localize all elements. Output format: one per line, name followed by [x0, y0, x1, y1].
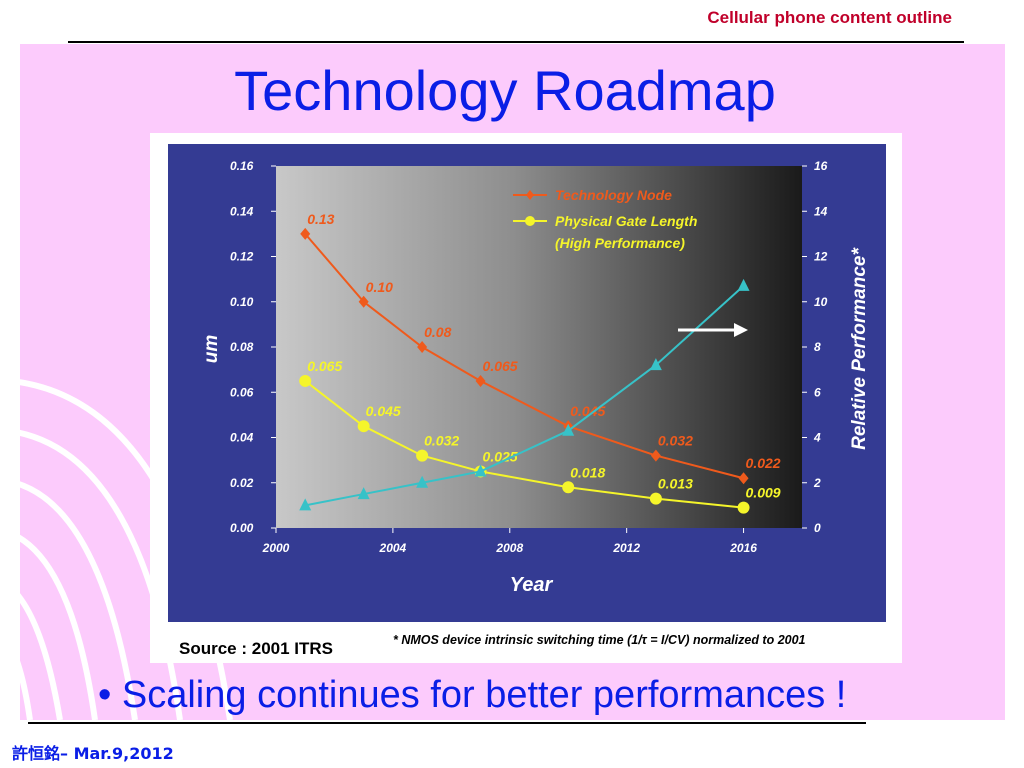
y2-tick-label: 10 — [814, 295, 828, 309]
data-point-diamond — [650, 449, 661, 462]
bullet-text: Scaling continues for better performance… — [121, 674, 847, 716]
x-axis-title: Year — [510, 574, 554, 596]
data-label: 0.013 — [658, 476, 693, 492]
data-label: 0.045 — [570, 403, 605, 419]
data-label: 0.13 — [307, 211, 334, 227]
data-point-triangle — [737, 278, 750, 291]
data-point-triangle — [299, 498, 312, 511]
roadmap-chart: 0.00 0.02 0.04 0.06 0.08 0.10 0.12 0.14 0.16 0 2 4 6… — [168, 144, 886, 622]
y2-axis-title: Relative Performance* — [849, 247, 870, 450]
data-label: 0.065 — [307, 358, 342, 374]
data-label: 0.022 — [746, 455, 781, 471]
y2-tick-label: 6 — [814, 385, 821, 399]
data-point-circle — [357, 420, 370, 433]
data-label: 0.045 — [366, 403, 401, 419]
legend-marker — [525, 216, 535, 226]
y-tick-label: 0.00 — [230, 521, 254, 535]
footer-text: 許恒銘– Mar.9,2012 — [12, 744, 174, 763]
y-axis-title: um — [201, 335, 222, 364]
data-point-triangle — [416, 475, 429, 488]
data-point-diamond — [475, 374, 486, 387]
data-label: 0.032 — [658, 433, 693, 449]
data-point-diamond — [300, 227, 311, 240]
data-point-circle — [562, 481, 575, 494]
slide-title: Technology Roadmap — [234, 59, 776, 122]
data-label: 0.08 — [424, 324, 451, 340]
y2-tick-label: 12 — [814, 250, 828, 264]
y2-tick-label: 14 — [814, 204, 828, 218]
x-tick-label: 2016 — [729, 541, 757, 555]
y2-tick-label: 4 — [813, 431, 821, 445]
data-point-triangle — [649, 358, 662, 371]
data-label: 0.009 — [746, 485, 781, 501]
data-label: 0.032 — [424, 433, 459, 449]
data-label: 0.065 — [483, 358, 518, 374]
data-label: 0.025 — [483, 448, 518, 464]
x-tick-label: 2012 — [612, 541, 640, 555]
y-tick-label: 0.02 — [230, 476, 254, 490]
bottom-divider — [28, 722, 866, 724]
data-label: 0.10 — [366, 279, 393, 295]
x-tick-label: 2004 — [379, 541, 407, 555]
y-tick-label: 0.04 — [230, 431, 254, 445]
data-point-triangle — [357, 487, 370, 500]
y-tick-label: 0.06 — [230, 385, 254, 399]
y-tick-label: 0.16 — [230, 159, 254, 173]
y2-tick-label: 16 — [814, 159, 828, 173]
x-tick-label: 2000 — [262, 541, 290, 555]
bullet-item: • Scaling continues for better performan… — [98, 674, 847, 716]
chart-figure: 0.00 0.02 0.04 0.06 0.08 0.10 0.12 0.14 0.16 0 2 4 6… — [150, 133, 902, 663]
data-point-circle — [649, 492, 662, 505]
top-divider — [68, 41, 964, 43]
y2-tick-label: 8 — [814, 340, 821, 354]
plot-area — [276, 166, 802, 528]
y-tick-label: 0.08 — [230, 340, 254, 354]
arrow-head-icon — [734, 323, 748, 337]
y-tick-label: 0.14 — [230, 204, 254, 218]
data-point-triangle — [474, 464, 487, 477]
data-point-diamond — [738, 472, 749, 485]
legend-label: Technology Node — [555, 187, 672, 203]
data-point-diamond — [358, 295, 369, 308]
legend-marker — [526, 190, 534, 200]
source-text: Source : 2001 ITRS — [179, 639, 334, 658]
data-point-triangle — [562, 423, 575, 436]
data-point-circle — [299, 374, 312, 387]
data-point-circle — [416, 449, 429, 462]
legend-label: Physical Gate Length — [555, 213, 697, 229]
footnote-text: * NMOS device intrinsic switching time (… — [393, 633, 806, 647]
y-tick-label: 0.12 — [230, 250, 254, 264]
x-tick-label: 2008 — [495, 541, 523, 555]
y2-tick-label: 2 — [813, 476, 821, 490]
header-title: Cellular phone content outline — [707, 8, 952, 27]
data-label: 0.018 — [570, 464, 605, 480]
legend-label: (High Performance) — [555, 235, 685, 251]
data-point-circle — [737, 501, 750, 514]
y2-tick-label: 0 — [814, 521, 821, 535]
data-point-diamond — [417, 341, 428, 353]
y-tick-label: 0.10 — [230, 295, 254, 309]
